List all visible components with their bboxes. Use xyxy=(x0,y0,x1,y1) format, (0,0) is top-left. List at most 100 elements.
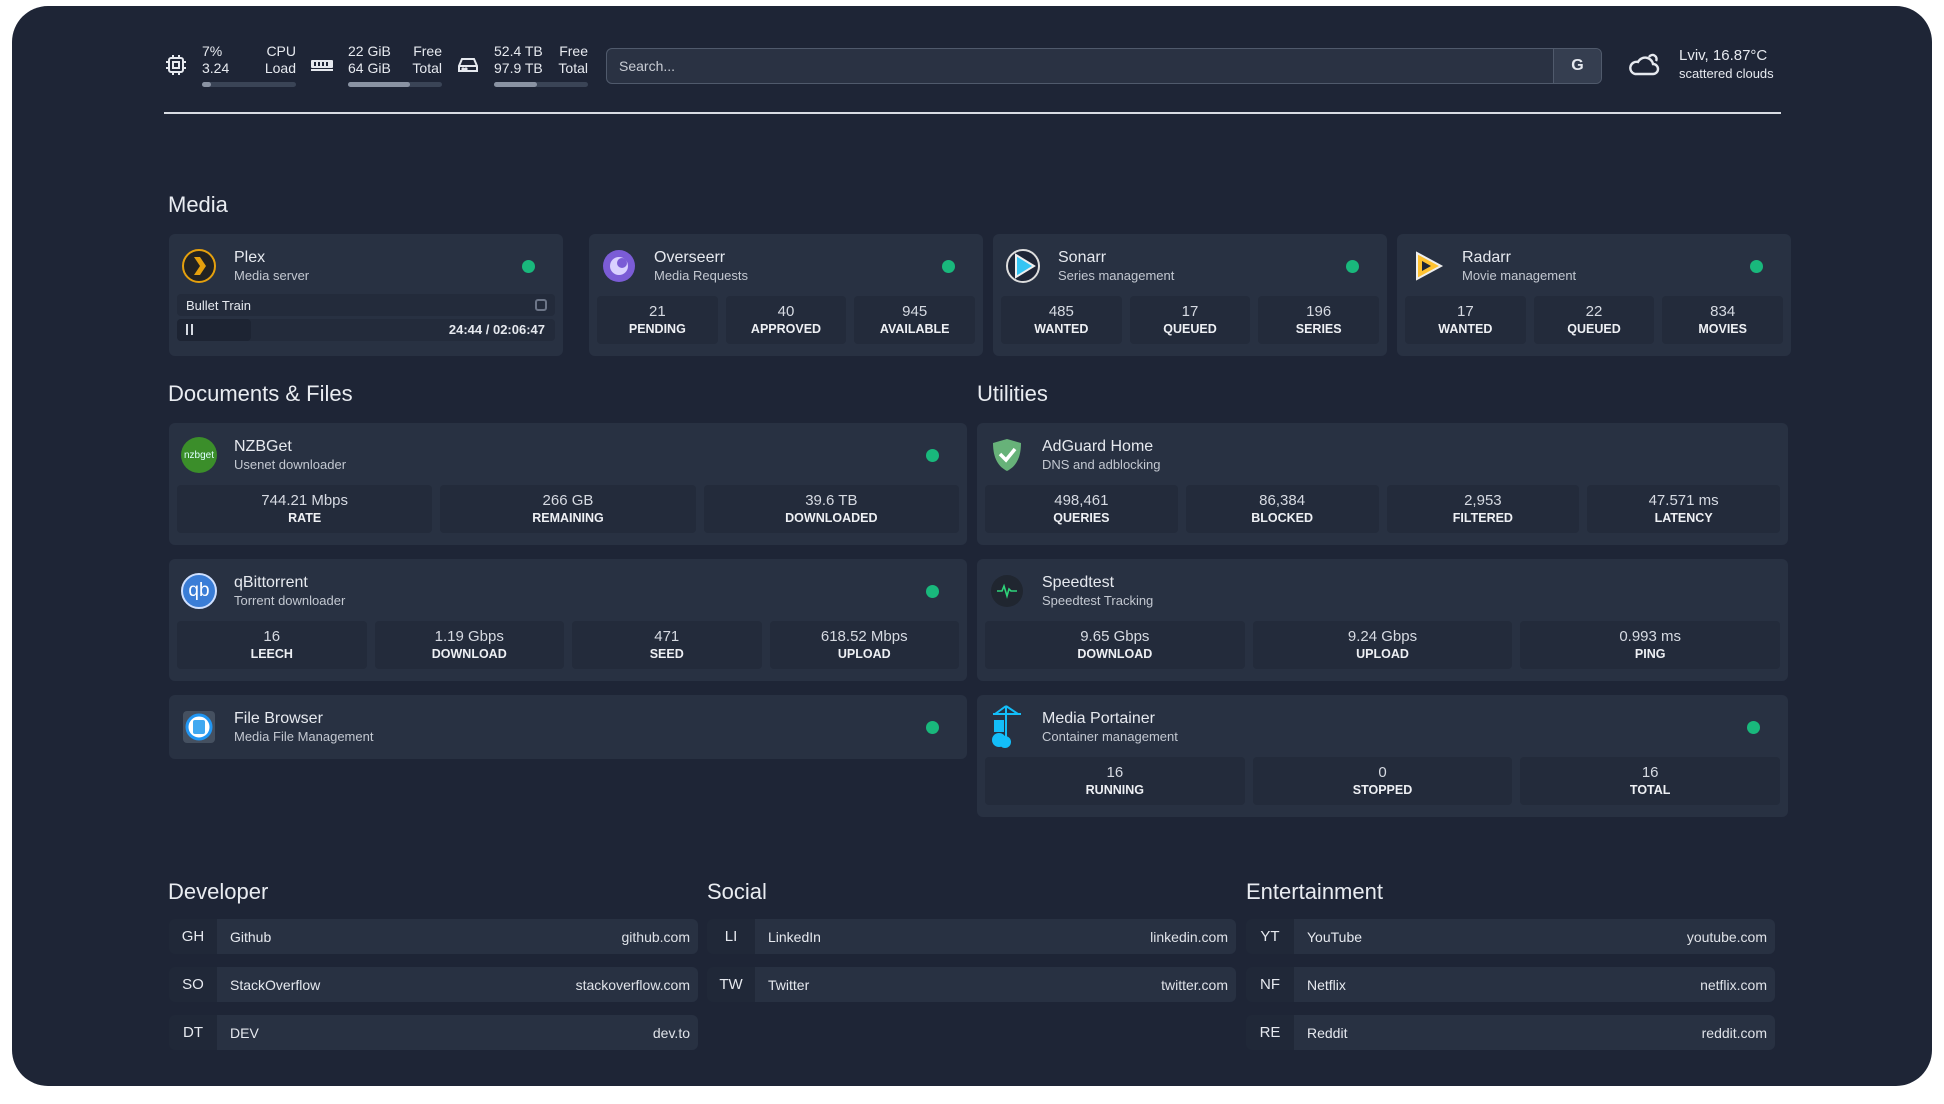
total-label: Total xyxy=(412,60,442,76)
free-label: Free xyxy=(559,43,588,59)
section-title-developer: Developer xyxy=(168,879,269,904)
bookmark-name: DEV xyxy=(230,1024,259,1041)
speedtest-card[interactable]: Speedtest Speedtest Tracking 9.65 Gbps DOWN… xyxy=(977,559,1788,681)
stat-label: APPROVED xyxy=(750,322,822,336)
bookmark-link[interactable]: YouTube youtube.com xyxy=(1294,919,1775,954)
service-description: Media server xyxy=(234,268,310,283)
service-name: AdGuard Home xyxy=(1042,438,1154,455)
bookmark-netflix[interactable]: NF Netflix netflix.com xyxy=(1246,967,1775,1002)
bookmark-name: Twitter xyxy=(768,976,810,993)
service-name: Speedtest xyxy=(1042,574,1115,591)
now-playing-title: Bullet Train xyxy=(186,297,252,313)
speedtest-icon xyxy=(989,573,1025,609)
bookmark-url: github.com xyxy=(621,928,690,945)
bookmark-link[interactable]: Reddit reddit.com xyxy=(1294,1015,1775,1050)
portainer-card[interactable]: Media Portainer Container management 16 RUN… xyxy=(977,695,1788,817)
cpu-icon xyxy=(166,55,186,75)
stat-label: QUEUED xyxy=(1163,322,1217,336)
stats-row: 16 RUNNING 0 STOPPED 16 TOTAL xyxy=(985,757,1781,805)
bookmark-dev[interactable]: DT DEV dev.to xyxy=(169,1015,698,1050)
qbittorrent-card[interactable]: qb qBittorrent Torrent downloader 16 LEECH 1.… xyxy=(169,559,967,681)
section-title-social: Social xyxy=(707,879,767,904)
section-title-documents: Documents & Files xyxy=(168,381,353,406)
bookmark-github[interactable]: GH Github github.com xyxy=(169,919,698,954)
stat-value: 17 xyxy=(1181,303,1199,320)
bookmark-url: youtube.com xyxy=(1686,928,1767,945)
bookmark-stackoverflow[interactable]: SO StackOverflow stackoverflow.com xyxy=(169,967,698,1002)
service-name: qBittorrent xyxy=(234,574,308,591)
bookmark-link[interactable]: Twitter twitter.com xyxy=(755,967,1236,1002)
stat-value: 945 xyxy=(902,303,928,320)
stat-box: 471 SEED xyxy=(572,621,762,669)
stat-label: RUNNING xyxy=(1085,783,1144,797)
bookmark-abbr: SO xyxy=(169,967,217,1002)
filebrowser-card[interactable]: File Browser Media File Management xyxy=(169,695,967,759)
weather-widget: Lviv, 16.87°C scattered clouds xyxy=(1627,46,1774,82)
bookmark-twitter[interactable]: TW Twitter twitter.com xyxy=(707,967,1236,1002)
stat-label: PING xyxy=(1634,647,1666,661)
sonarr-icon xyxy=(1005,248,1041,284)
memory-free: 22 GiB xyxy=(348,43,391,59)
service-name: Radarr xyxy=(1462,249,1511,266)
stat-label: WANTED xyxy=(1438,322,1493,336)
bookmark-link[interactable]: DEV dev.to xyxy=(217,1015,698,1050)
status-dot xyxy=(1750,260,1763,273)
stat-label: SERIES xyxy=(1295,322,1342,336)
stat-value: 17 xyxy=(1456,303,1474,320)
stat-box: 86,384 BLOCKED xyxy=(1185,485,1379,533)
bookmark-url: twitter.com xyxy=(1161,976,1228,993)
stat-box: 16 RUNNING xyxy=(985,757,1245,805)
weather-condition: scattered clouds xyxy=(1679,66,1774,81)
bookmark-abbr: TW xyxy=(707,967,755,1002)
stat-value: 744.21 Mbps xyxy=(261,492,349,509)
bookmark-abbr: GH xyxy=(169,919,217,954)
overseerr-card[interactable]: Overseerr Media Requests 21 PENDING 40 APPROV… xyxy=(589,234,983,356)
stat-label: UPLOAD xyxy=(837,647,891,661)
bookmark-link[interactable]: Netflix netflix.com xyxy=(1294,967,1775,1002)
radarr-card[interactable]: Radarr Movie management 17 WANTED 22 QUEUED 83… xyxy=(1397,234,1791,356)
stat-value: 39.6 TB xyxy=(805,492,858,509)
nzbget-card[interactable]: nzbget NZBGet Usenet downloader 744.21 Mbps… xyxy=(169,423,967,545)
cpu-widget: 7% CPU 3.24 Load xyxy=(164,43,296,87)
search-input[interactable] xyxy=(607,58,1553,74)
stat-value: 16 xyxy=(263,628,281,645)
section-title-utilities: Utilities xyxy=(977,381,1048,406)
stat-label: RATE xyxy=(288,511,322,525)
bookmark-abbr: YT xyxy=(1246,919,1294,954)
status-dot xyxy=(926,721,939,734)
bookmark-url: stackoverflow.com xyxy=(575,976,690,993)
service-description: Media File Management xyxy=(234,729,374,744)
service-description: Series management xyxy=(1058,268,1175,283)
cpu-label: CPU xyxy=(266,43,296,59)
sonarr-card[interactable]: Sonarr Series management 485 WANTED 17 QUEUED… xyxy=(993,234,1387,356)
search-provider-button[interactable]: G xyxy=(1553,49,1601,83)
stat-box: 39.6 TB DOWNLOADED xyxy=(703,485,959,533)
plex-card[interactable]: Plex Media server Bullet Train 24:44 / 02… xyxy=(169,234,563,356)
pause-icon[interactable] xyxy=(186,324,193,335)
stat-box: 498,461 QUERIES xyxy=(985,485,1178,533)
stat-label: DOWNLOAD xyxy=(1077,647,1153,661)
bookmark-reddit[interactable]: RE Reddit reddit.com xyxy=(1246,1015,1775,1050)
bookmark-linkedin[interactable]: LI LinkedIn linkedin.com xyxy=(707,919,1236,954)
stats-row: 17 WANTED 22 QUEUED 834 MOVIES xyxy=(1405,296,1784,344)
service-description: Media Requests xyxy=(654,268,748,283)
stat-box: 2,953 FILTERED xyxy=(1386,485,1580,533)
stat-label: SEED xyxy=(649,647,684,661)
bookmark-link[interactable]: StackOverflow stackoverflow.com xyxy=(217,967,698,1002)
service-description: Speedtest Tracking xyxy=(1042,593,1154,608)
bookmark-youtube[interactable]: YT YouTube youtube.com xyxy=(1246,919,1775,954)
adguard-card[interactable]: AdGuard Home DNS and adblocking 498,461 QUE… xyxy=(977,423,1788,545)
stat-value: 40 xyxy=(777,303,795,320)
bookmark-link[interactable]: Github github.com xyxy=(217,919,698,954)
bookmark-abbr: LI xyxy=(707,919,755,954)
stat-label: DOWNLOAD xyxy=(431,647,507,661)
stat-box: 21 PENDING xyxy=(597,296,718,344)
stat-value: 834 xyxy=(1710,303,1736,320)
stat-value: 0.993 ms xyxy=(1619,628,1682,645)
bookmark-url: netflix.com xyxy=(1700,976,1767,993)
bookmark-link[interactable]: LinkedIn linkedin.com xyxy=(755,919,1236,954)
stat-label: REMAINING xyxy=(532,511,604,525)
stat-value: 21 xyxy=(648,303,666,320)
stat-label: AVAILABLE xyxy=(879,322,950,336)
bookmark-abbr: NF xyxy=(1246,967,1294,1002)
